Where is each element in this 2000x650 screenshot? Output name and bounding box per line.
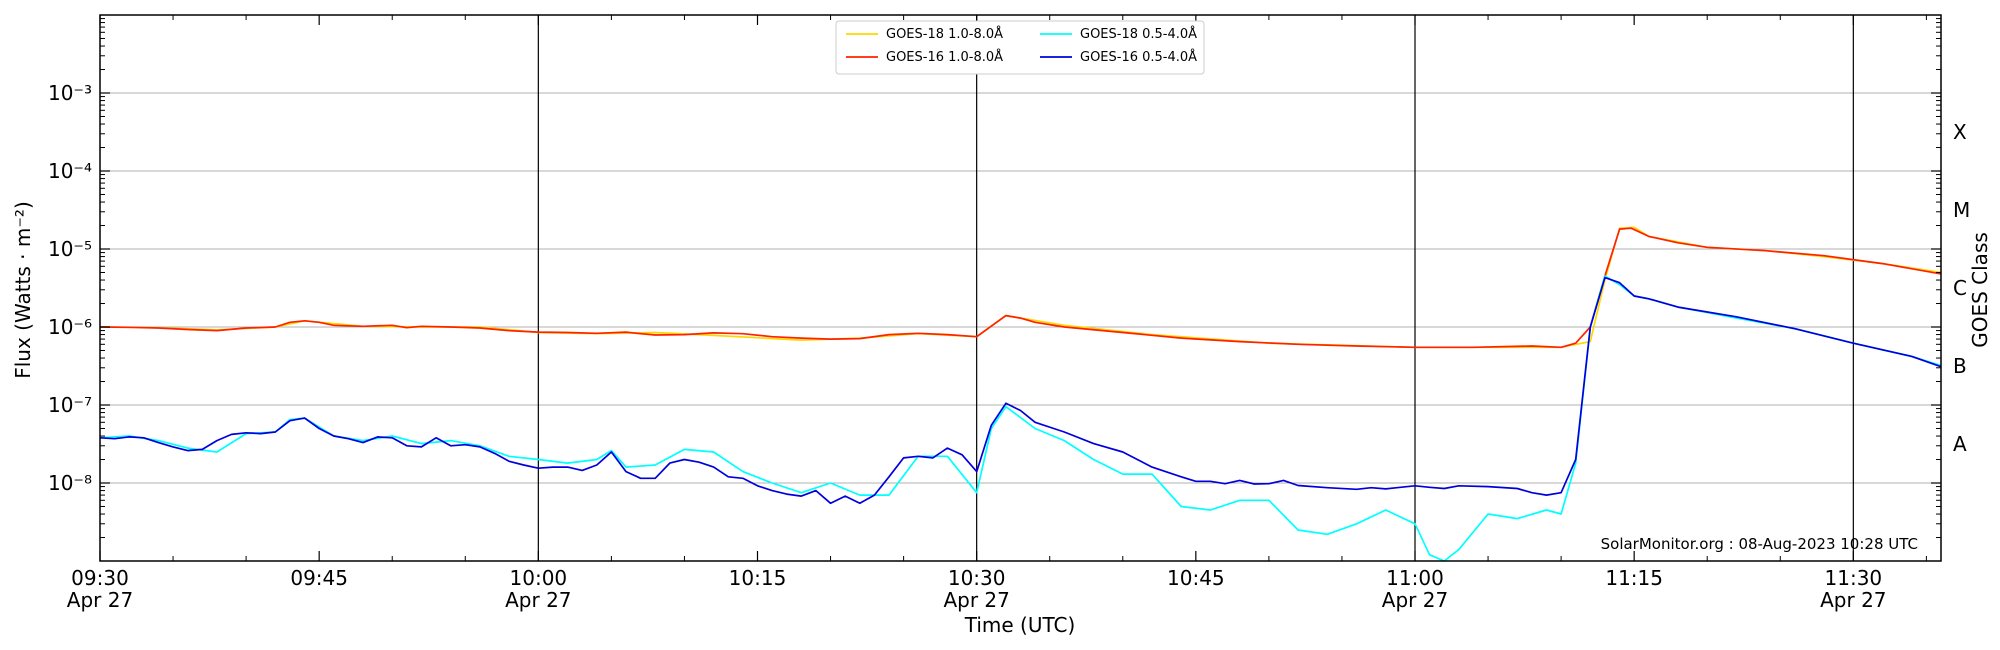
legend-entry: GOES-16 1.0-8.0Å	[886, 49, 1003, 65]
series-line-2	[99, 275, 1942, 562]
legend-entry: GOES-18 0.5-4.0Å	[1080, 26, 1197, 42]
x-tick-time-label: 10:45	[1167, 566, 1225, 590]
y-axis-title: Flux (Watts · m⁻²)	[11, 201, 35, 379]
y-tick-label: 10⁻³	[48, 81, 92, 105]
x-tick-time-label: 10:00	[510, 566, 568, 590]
goes-class-label: X	[1953, 120, 1967, 144]
legend: GOES-18 1.0-8.0Å GOES-18 0.5-4.0Å GOES-16 …	[835, 20, 1205, 75]
goes-class-label: C	[1953, 276, 1967, 300]
x-tick-time-label: 10:15	[729, 566, 787, 590]
y-tick-label: 10⁻⁸	[48, 471, 92, 495]
goes-class-label: A	[1953, 432, 1967, 456]
x-tick-date-label: Apr 27	[505, 588, 571, 612]
goes-class-axis-title: GOES Class	[1968, 232, 1992, 348]
goes-class-label: B	[1953, 354, 1967, 378]
y-tick-label: 10⁻⁶	[48, 315, 92, 339]
credit-text: SolarMonitor.org : 08-Aug-2023 10:28 UTC	[1601, 535, 1918, 553]
legend-entry: GOES-18 1.0-8.0Å	[886, 26, 1003, 42]
legend-entry: GOES-16 0.5-4.0Å	[1080, 49, 1197, 65]
x-tick-time-label: 09:30	[71, 566, 129, 590]
x-tick-date-label: Apr 27	[1820, 588, 1886, 612]
x-tick-time-label: 11:00	[1386, 566, 1444, 590]
y-tick-label: 10⁻⁷	[48, 393, 92, 417]
y-tick-label: 10⁻⁴	[48, 159, 92, 183]
goes-class-label: M	[1953, 198, 1970, 222]
plot-frame	[99, 14, 1942, 562]
x-tick-date-label: Apr 27	[1382, 588, 1448, 612]
x-tick-date-label: Apr 27	[943, 588, 1009, 612]
x-tick-date-label: Apr 27	[67, 588, 133, 612]
x-tick-time-label: 10:30	[948, 566, 1006, 590]
x-tick-time-label: 11:15	[1605, 566, 1663, 590]
day-boundary-lines	[537, 15, 1854, 561]
x-tick-time-label: 09:45	[290, 566, 348, 590]
series-line-3	[99, 276, 1942, 505]
series-layer	[99, 226, 1942, 562]
x-tick-time-label: 11:30	[1825, 566, 1883, 590]
x-axis-title: Time (UTC)	[964, 613, 1076, 637]
goes-class-labels: A B C M X	[1953, 120, 1970, 456]
axis-ticks	[99, 15, 1941, 561]
y-tick-labels: 10⁻⁸ 10⁻⁷ 10⁻⁶ 10⁻⁵ 10⁻⁴ 10⁻³	[48, 81, 92, 495]
y-tick-label: 10⁻⁵	[48, 237, 92, 261]
legend-box	[835, 20, 1205, 75]
